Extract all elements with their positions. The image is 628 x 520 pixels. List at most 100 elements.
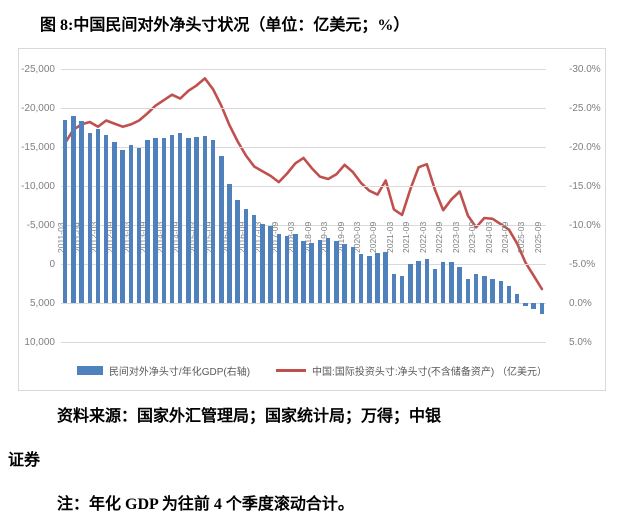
bar-2023-06 [465, 278, 471, 303]
right-axis-tick: 0.0% [569, 298, 592, 309]
bar-2012-03 [95, 129, 101, 303]
gridline [61, 108, 546, 109]
bar-2020-09 [375, 253, 380, 303]
bar-2018-09 [309, 242, 314, 303]
bar-2020-12 [383, 251, 388, 303]
bar-2022-06 [432, 268, 438, 303]
x-axis-tick: 2020-09 [368, 221, 379, 253]
source-note-line1: 资料来源：国家外汇管理局；国家统计局；万得；中银 [57, 408, 442, 425]
gridline [61, 69, 546, 70]
bar-2023-03 [457, 267, 462, 303]
bar-2024-06 [498, 281, 504, 303]
bar-2012-12 [120, 150, 125, 303]
bar-series-label: 民间对外净头寸/年化GDP(右轴) [108, 367, 251, 378]
x-axis-tick: 2022-03 [417, 221, 428, 253]
bar-2018-03 [293, 234, 298, 303]
bar-2019-06 [334, 240, 339, 303]
source-note-line2: 证券 [8, 452, 41, 469]
bar-2013-03 [128, 144, 134, 303]
net-position-line-series [63, 77, 544, 291]
bar-2022-12 [449, 261, 454, 303]
bar-2017-03 [260, 224, 265, 303]
right-axis-tick: -20.0% [569, 142, 601, 153]
x-axis-tick: 2020-03 [352, 221, 363, 253]
bar-2016-12 [251, 214, 257, 303]
bar-2013-09 [145, 139, 150, 303]
bar-2012-09 [112, 141, 117, 303]
bar-2025-03 [523, 303, 528, 307]
bar-2015-06 [202, 136, 208, 303]
right-axis-tick: -5.0% [569, 259, 596, 270]
x-axis-tick: 2024-09 [500, 221, 510, 253]
left-axis-tick: -25,000 [21, 64, 55, 75]
gridline [61, 147, 546, 148]
bar-2017-12 [284, 235, 290, 303]
bar-2020-06 [367, 256, 372, 303]
bar-2017-06 [268, 225, 273, 303]
bar-2024-12 [514, 293, 520, 303]
left-axis-tick: -10,000 [21, 181, 55, 192]
line-series-label: 中国:国际投资头寸:净头寸(不含储备资产) （亿美元） [312, 367, 548, 378]
bar-2023-09 [473, 274, 479, 303]
left-axis-tick: -5,000 [26, 220, 55, 231]
right-axis-tick: 5.0% [569, 337, 592, 348]
left-axis-tick: 10,000 [24, 337, 55, 348]
bar-2014-09 [177, 132, 183, 303]
bar-2014-12 [186, 138, 191, 303]
legend-item-bar: 民间对外净头寸/年化GDP(右轴) [76, 363, 251, 378]
bar-2011-09 [79, 121, 84, 303]
bar-2016-06 [235, 200, 240, 303]
bar-2022-03 [424, 258, 430, 303]
bar-2014-06 [169, 134, 175, 303]
bar-2014-03 [161, 137, 166, 303]
bar-2025-09 [539, 303, 545, 314]
bar-2011-06 [71, 115, 76, 303]
bar-2019-09 [342, 243, 347, 303]
right-axis-tick: -15.0% [569, 181, 601, 192]
plot-area: 2011-03 2011-09 2012-03 2012-09 2013-03 2013-… [56, 69, 546, 343]
x-axis-tick: 2022-09 [434, 221, 445, 253]
bar-2020-03 [358, 253, 364, 303]
right-axis-tick: -25.0% [569, 103, 601, 114]
x-axis-tick: 2023-03 [450, 221, 461, 253]
x-axis-tick: 2021-09 [401, 221, 412, 253]
gridline [61, 186, 546, 187]
bar-2011-12 [87, 132, 93, 303]
bar-2018-12 [317, 239, 323, 303]
bar-2021-03 [391, 274, 397, 303]
right-axis-tick: -10.0% [569, 220, 601, 231]
x-axis-tick: 2021-03 [384, 221, 395, 253]
bar-2011-03 [62, 120, 68, 303]
bar-2015-12 [219, 155, 224, 303]
left-axis-tick: 0 [49, 259, 55, 270]
x-axis-tick: 2025-03 [516, 221, 527, 253]
bar-2013-12 [153, 138, 158, 303]
bar-2013-06 [136, 147, 142, 303]
bar-2016-09 [243, 209, 249, 303]
line-net-position [63, 77, 544, 291]
right-axis-tick: -30.0% [569, 64, 601, 75]
bar-2022-09 [440, 261, 446, 303]
gridline [61, 303, 546, 304]
bar-2025-06 [531, 303, 536, 310]
legend-item-line: 中国:国际投资头寸:净头寸(不含储备资产) （亿美元） [276, 363, 547, 378]
left-axis-tick: 5,000 [29, 298, 55, 309]
bar-2015-09 [210, 139, 216, 303]
gridline [61, 225, 546, 226]
bar-2012-06 [103, 135, 109, 303]
bar-2019-03 [325, 238, 331, 303]
bar-series-swatch [76, 366, 103, 375]
chart-area: 2011-03 2011-09 2012-03 2012-09 2013-03 2013-… [18, 48, 606, 391]
bar-2018-06 [301, 240, 306, 303]
bar-2023-12 [482, 275, 487, 303]
figure-title: 图 8:中国民间对外净头寸状况（单位：亿美元；%） [40, 17, 410, 34]
bar-2021-12 [416, 260, 421, 303]
bar-2019-12 [350, 246, 356, 303]
x-axis-tick: 2025-09 [532, 221, 543, 253]
bar-2024-09 [506, 285, 512, 303]
bar-2016-03 [227, 183, 232, 303]
x-axis-tick: 2024-03 [483, 221, 494, 253]
line-series-swatch [276, 369, 307, 372]
bar-2024-03 [490, 278, 495, 303]
